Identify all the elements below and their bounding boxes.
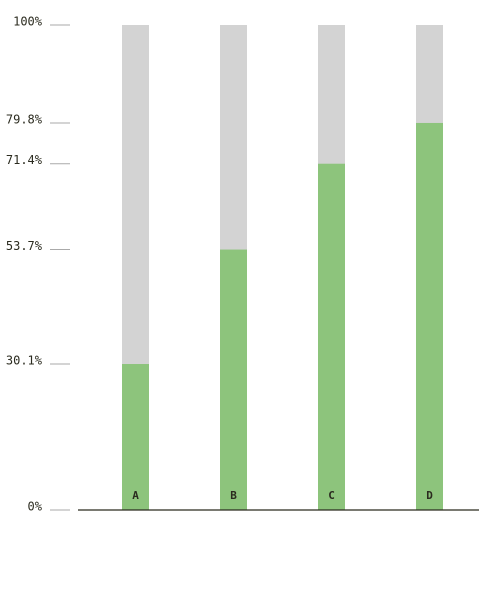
y-tick-label: 71.4% bbox=[6, 153, 43, 167]
bar bbox=[122, 364, 149, 510]
y-tick-label: 79.8% bbox=[6, 112, 43, 126]
x-tick-label: D bbox=[426, 489, 433, 502]
bar bbox=[416, 122, 443, 510]
bar bbox=[220, 249, 247, 510]
y-tick-label: 100% bbox=[13, 15, 43, 29]
y-tick-label: 0% bbox=[28, 500, 43, 514]
y-tick-label: 53.7% bbox=[6, 239, 43, 253]
x-tick-label: B bbox=[230, 489, 237, 502]
x-tick-label: C bbox=[328, 489, 335, 502]
y-tick-label: 30.1% bbox=[6, 354, 43, 368]
bar bbox=[318, 163, 345, 510]
x-tick-label: A bbox=[132, 489, 139, 502]
